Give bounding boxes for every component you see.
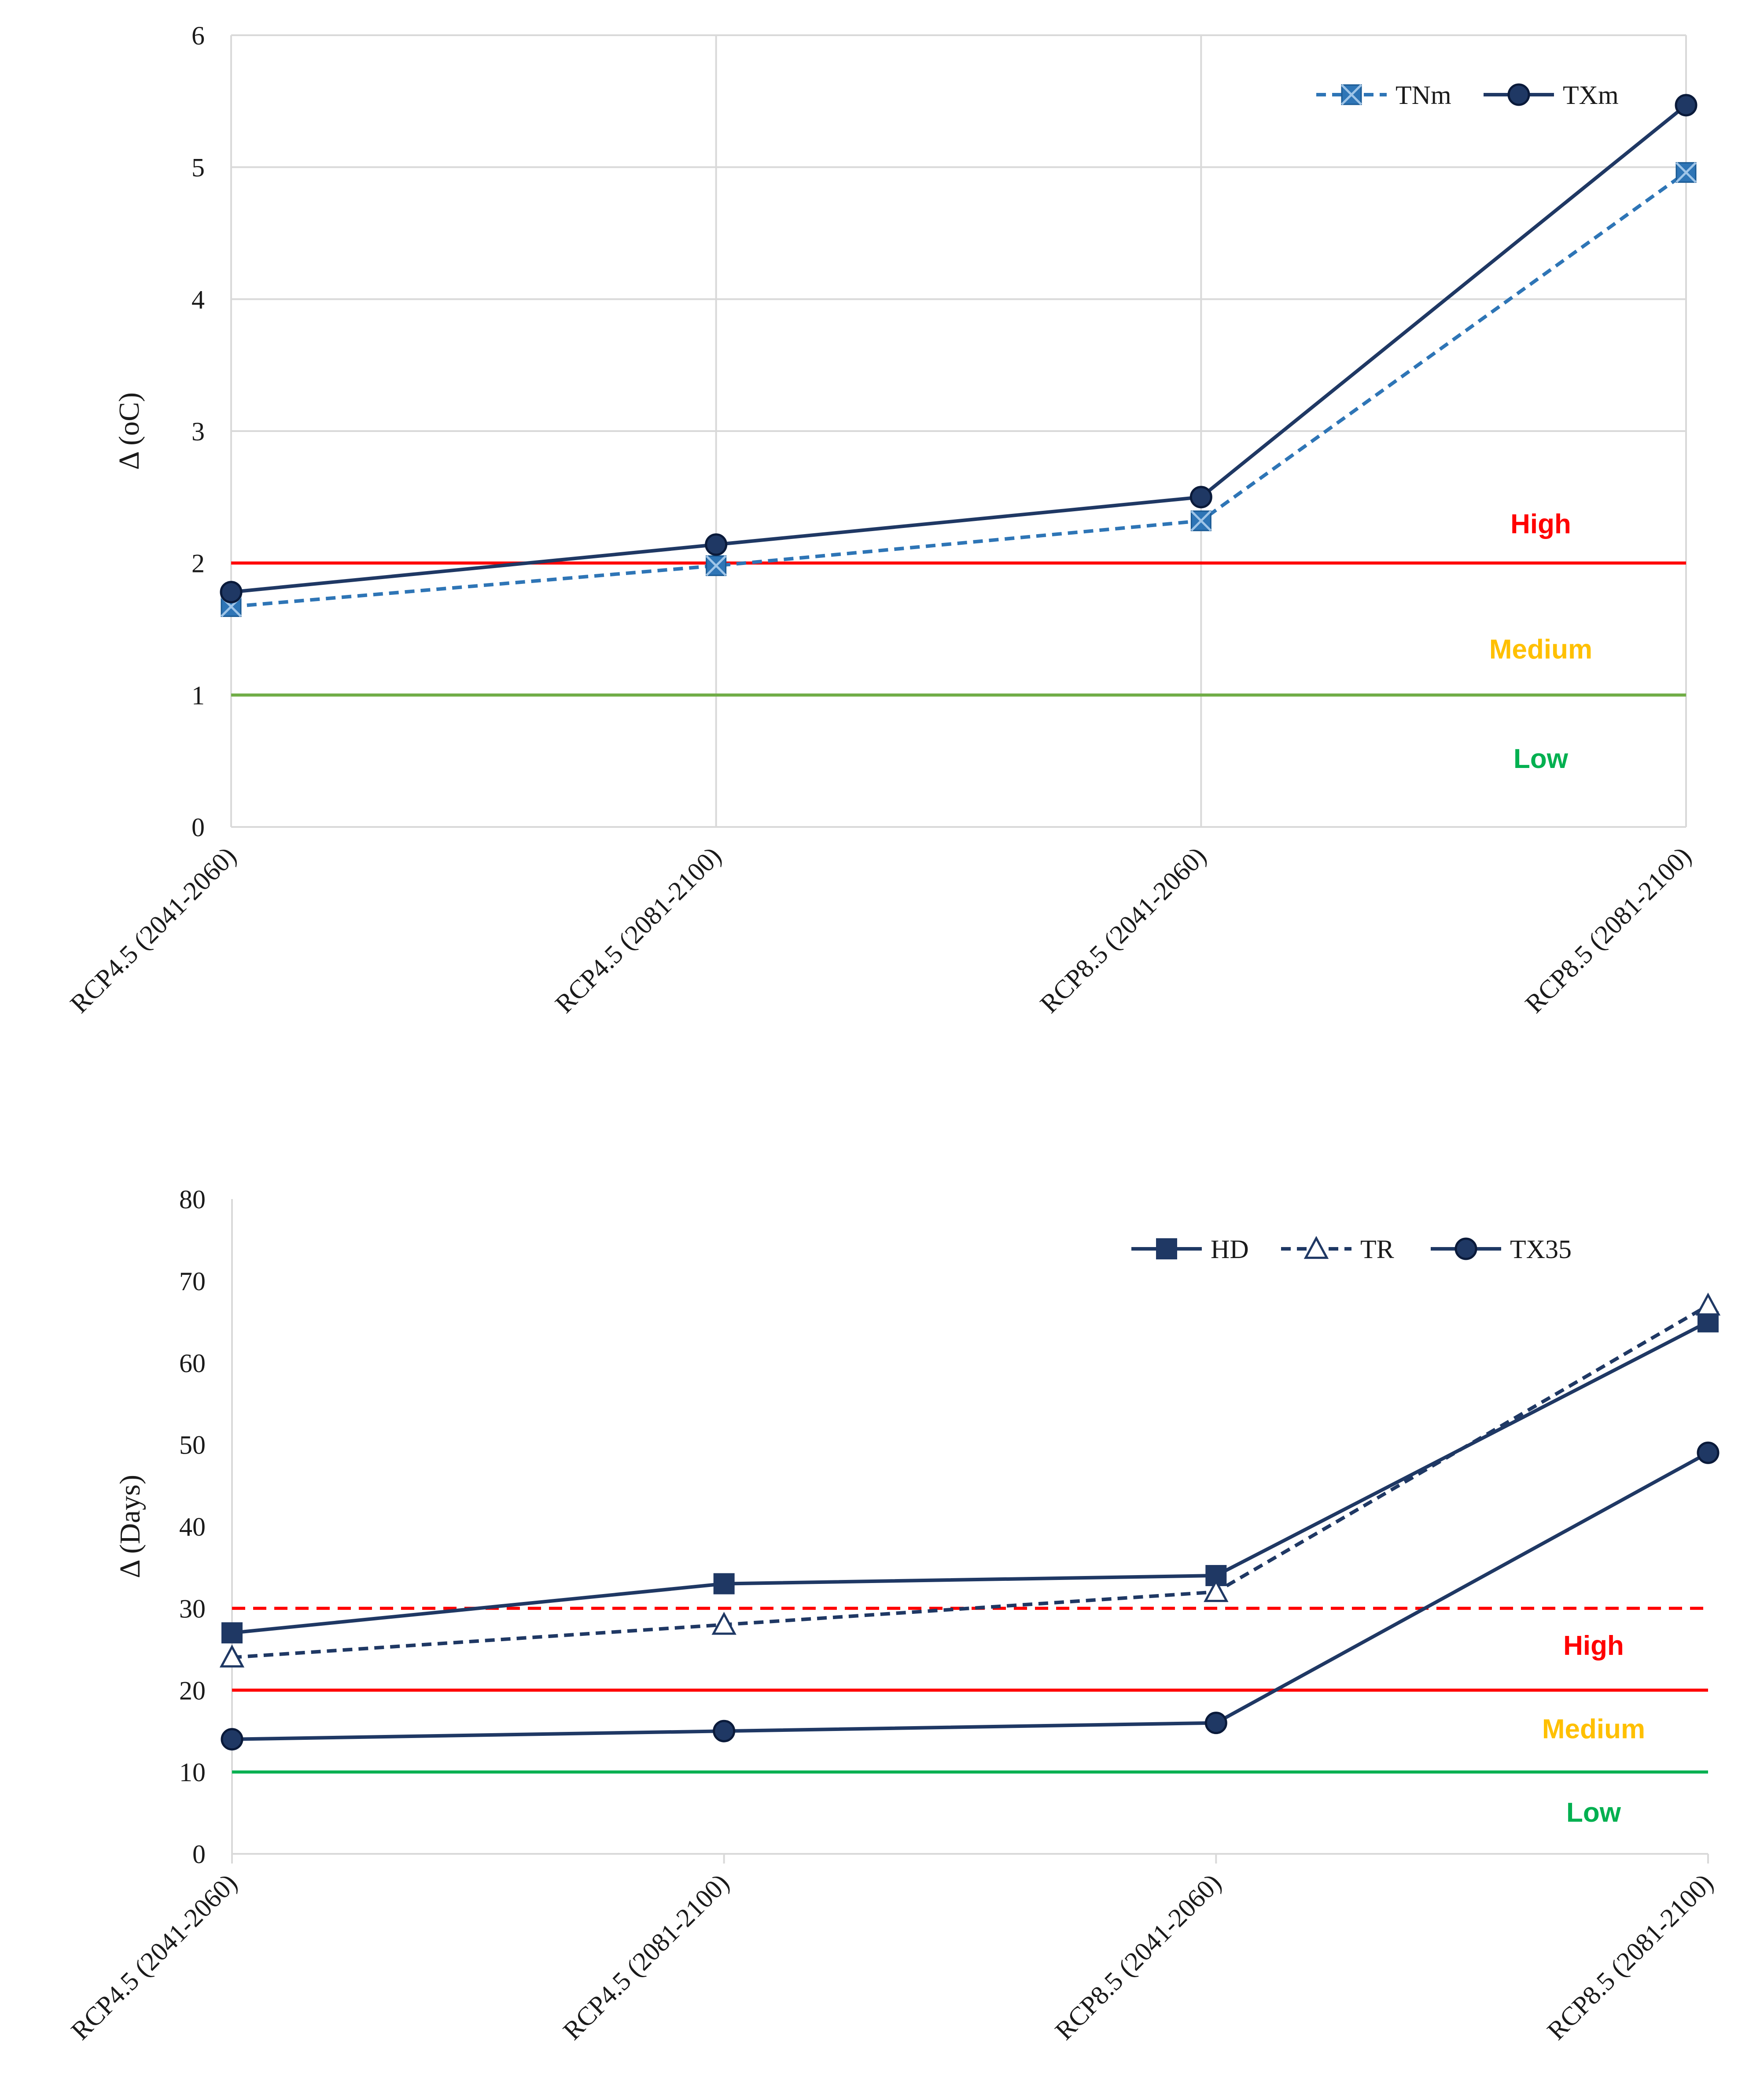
tr-marker-0 (219, 1644, 245, 1668)
tx35-marker-2 (1204, 1712, 1227, 1735)
zone-label-high: High (1510, 509, 1571, 539)
legend-tnm-marker-0-cross (1341, 84, 1362, 105)
y-tick-label: 30 (179, 1594, 206, 1623)
x-tick-label: RCP4.5 (2041-2060) (65, 841, 242, 1019)
x-tick-label: RCP8.5 (2041-2060) (1049, 1868, 1227, 2046)
chart-temperature: 0 1 2 3 4 5 6 Δ (oC) RCP4.5 (2041-2060) RCP4.5 (2… (65, 21, 1697, 1019)
zone-label-medium: Medium (1542, 1714, 1645, 1745)
hd-marker-0 (221, 1622, 243, 1644)
tr-marker-2 (1204, 1579, 1229, 1602)
legend-tr-marker-0 (1304, 1236, 1329, 1259)
tr-marker-3 (1695, 1292, 1721, 1316)
x-tick-label: RCP4.5 (2081-2100) (549, 841, 727, 1019)
y-axis-label: Δ (oC) (113, 392, 145, 470)
zone-label-high: High (1563, 1631, 1624, 1661)
zone-label-low: Low (1566, 1797, 1621, 1828)
txm-marker-0 (220, 581, 243, 604)
tx35-marker-0 (221, 1728, 243, 1751)
tx35-marker-1 (713, 1720, 736, 1742)
chart-days: 0 10 20 30 40 50 60 70 80 Δ (Days) RCP4.5 (2041-20… (66, 1185, 1721, 2046)
y-tick-label: 6 (191, 21, 205, 50)
tnm-marker-2-cross (1190, 510, 1212, 531)
legend-tx35-marker-0 (1454, 1237, 1477, 1260)
y-tick-label: 4 (191, 285, 205, 314)
y-tick-label: 80 (179, 1185, 206, 1214)
y-axis-label: Δ (Days) (114, 1475, 146, 1578)
y-tick-label: 40 (179, 1513, 206, 1542)
hd-marker-1 (713, 1573, 735, 1594)
y-tick-label: 10 (179, 1758, 206, 1787)
tx35-marker-3 (1697, 1441, 1720, 1464)
tnm-series-line (231, 171, 1687, 609)
y-tick-label: 70 (179, 1267, 206, 1296)
y-tick-label: 5 (191, 153, 205, 182)
legend-label-tr: TR (1360, 1235, 1394, 1264)
txm-series-line (231, 103, 1687, 594)
y-tick-label: 20 (179, 1676, 206, 1705)
x-tick-label: RCP4.5 (2081-2100) (557, 1868, 735, 2046)
tnm-marker-1-cross (705, 555, 727, 576)
y-tick-label: 1 (191, 681, 205, 710)
tnm-marker-3-cross (1675, 162, 1697, 183)
legend-hd-marker-0 (1156, 1238, 1177, 1259)
txm-marker-3 (1675, 94, 1697, 117)
y-tick-label: 2 (191, 549, 205, 578)
y-tick-label: 0 (191, 813, 205, 842)
legend-label-txm: TXm (1563, 81, 1619, 110)
y-tick-label: 50 (179, 1431, 206, 1460)
x-tick-label: RCP8.5 (2041-2060) (1035, 841, 1212, 1019)
tx35-series-line (232, 1451, 1709, 1741)
y-tick-label: 0 (192, 1840, 206, 1869)
legend-label-tnm: TNm (1396, 81, 1451, 110)
x-tick-label: RCP8.5 (2081-2100) (1542, 1868, 1719, 2046)
txm-marker-1 (705, 533, 728, 556)
legend-label-hd: HD (1211, 1235, 1249, 1264)
y-tick-label: 3 (191, 417, 205, 446)
tr-marker-1 (711, 1612, 736, 1635)
zone-label-low: Low (1513, 744, 1569, 774)
tr-series-line (232, 1304, 1709, 1659)
x-tick-label: RCP8.5 (2081-2100) (1520, 841, 1697, 1019)
y-tick-label: 60 (179, 1349, 206, 1378)
txm-marker-2 (1189, 486, 1212, 509)
hd-series-line (232, 1320, 1709, 1635)
legend-label-tx35: TX35 (1510, 1235, 1572, 1264)
x-tick-label: RCP4.5 (2041-2060) (66, 1868, 243, 2046)
zone-label-medium: Medium (1489, 634, 1592, 664)
legend-txm-marker-0 (1507, 83, 1530, 106)
